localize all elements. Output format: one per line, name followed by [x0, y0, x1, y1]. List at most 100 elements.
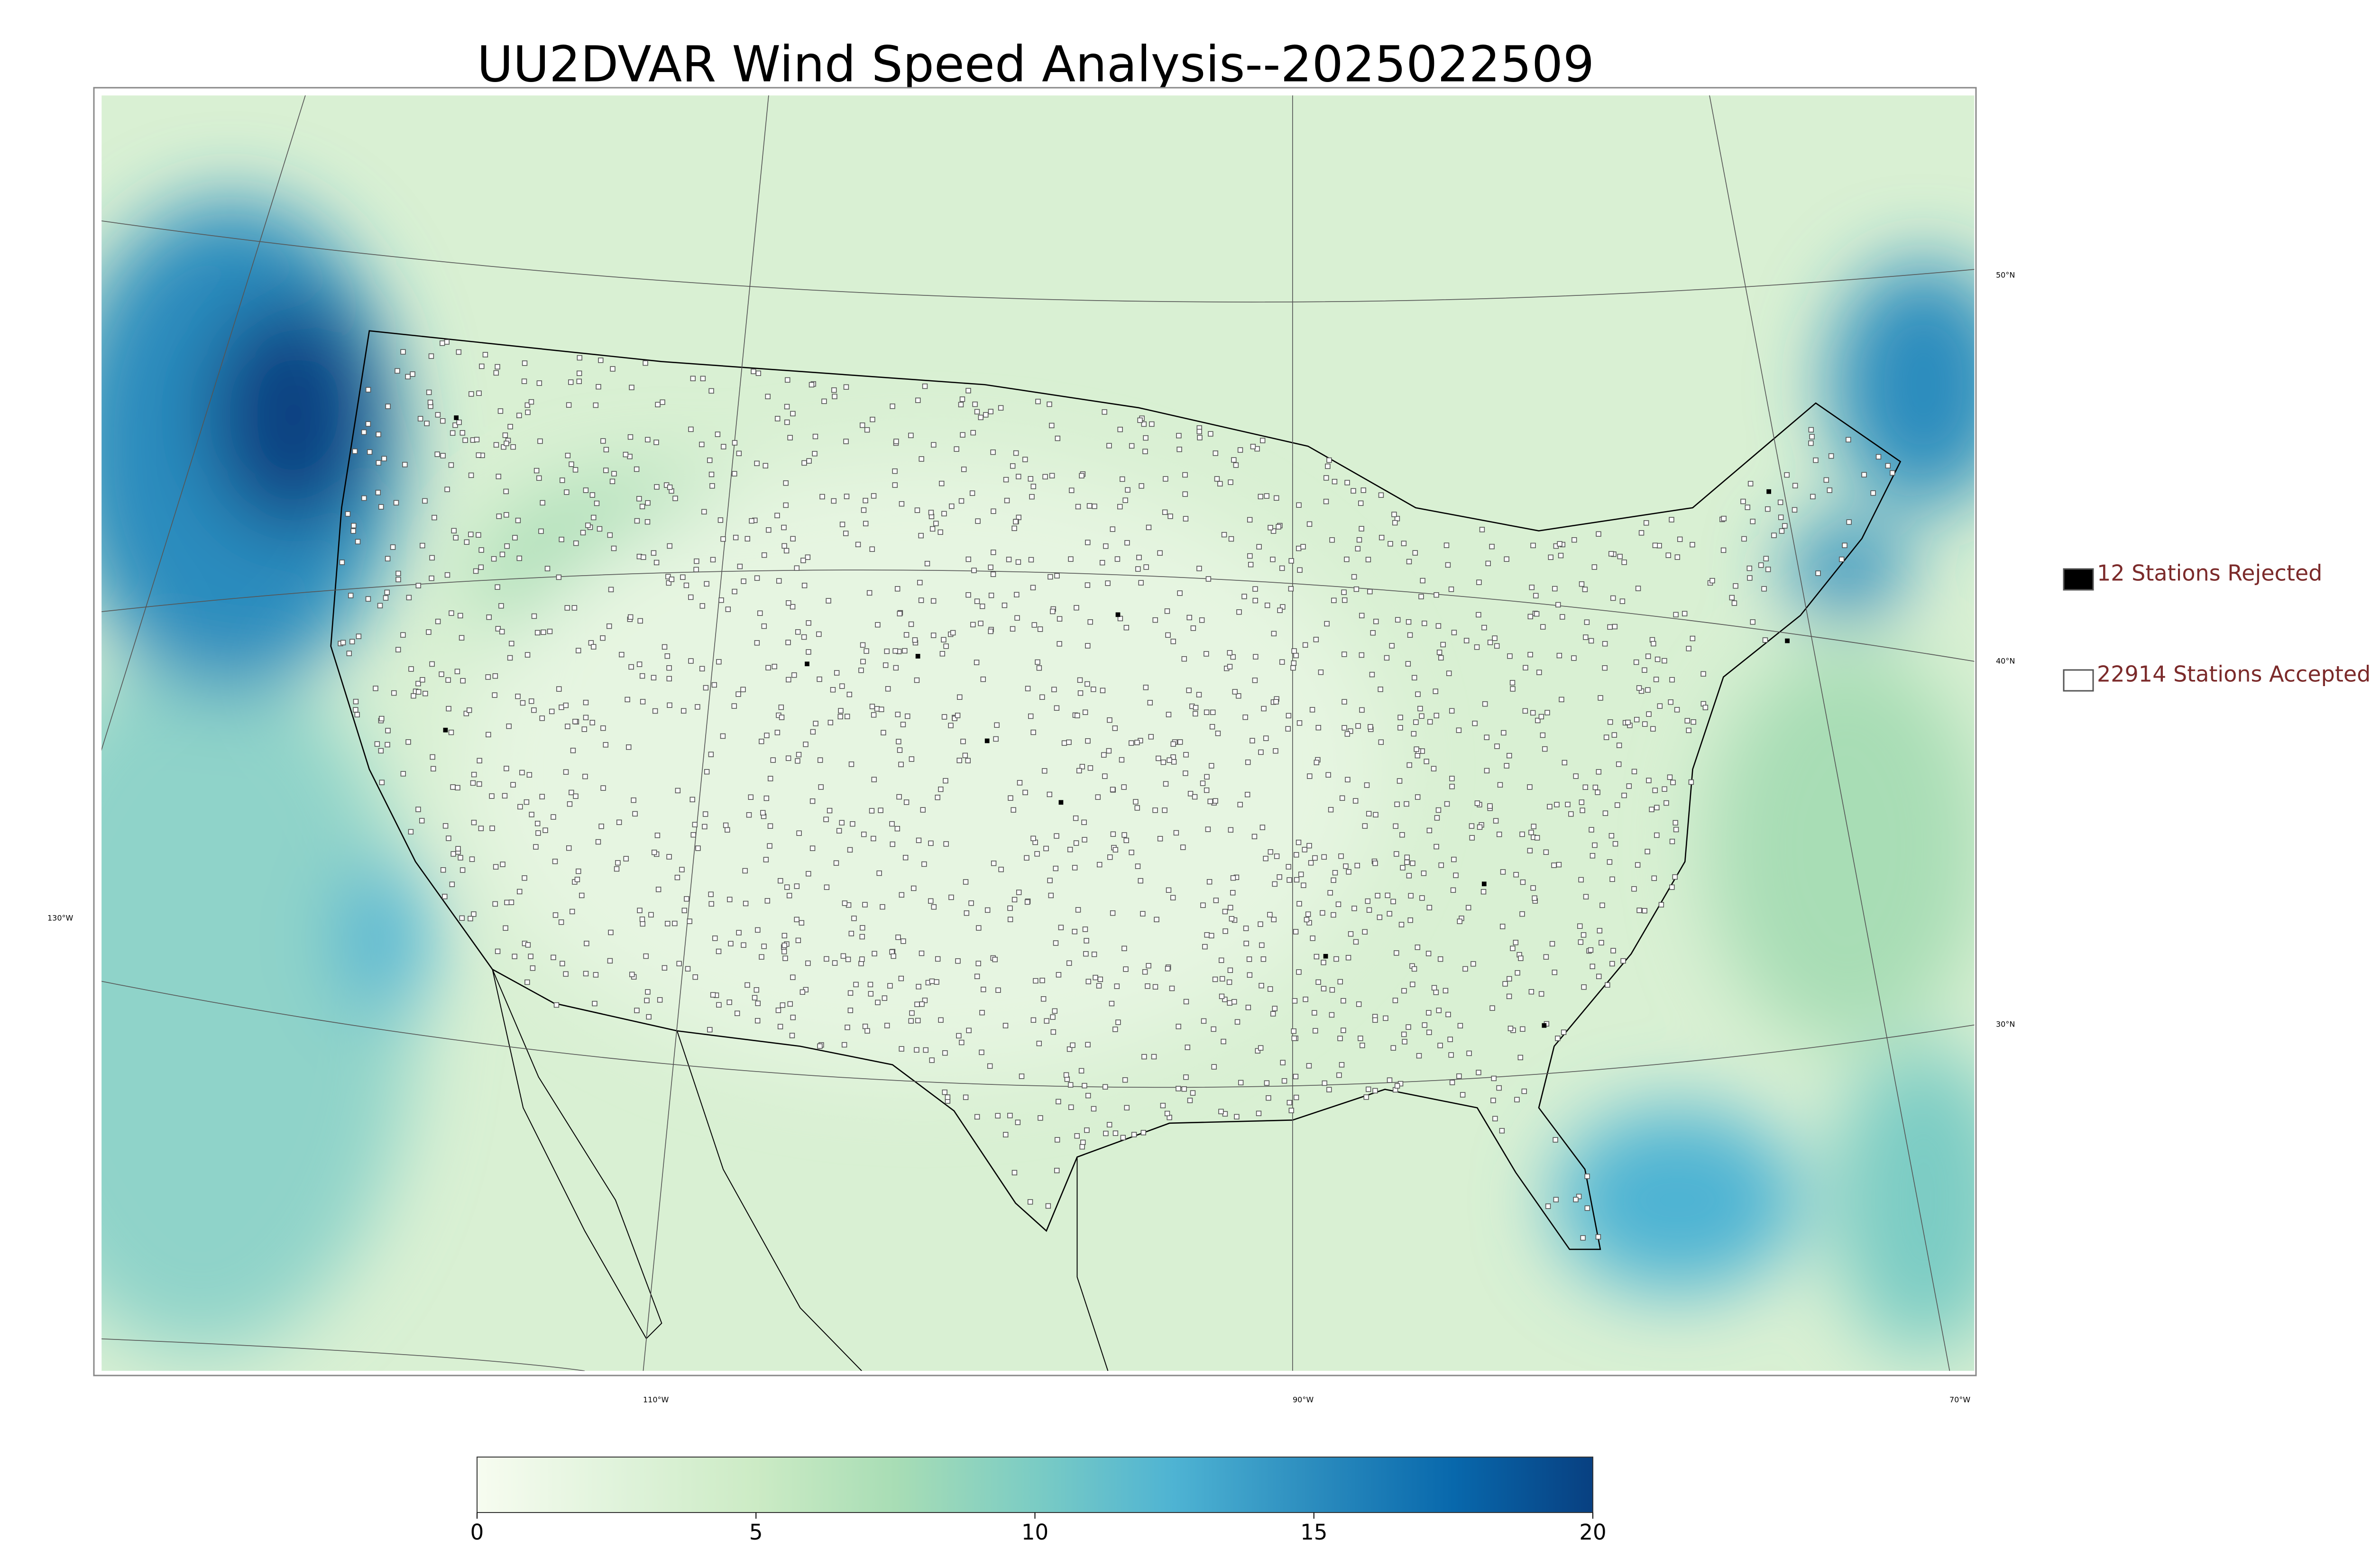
station — [1372, 861, 1378, 866]
station — [1351, 574, 1357, 580]
station — [1605, 982, 1610, 988]
station — [1885, 463, 1891, 468]
station — [794, 565, 800, 571]
station — [853, 981, 859, 988]
station — [573, 540, 579, 546]
station — [651, 550, 657, 556]
station — [1183, 770, 1188, 776]
station — [915, 397, 921, 403]
station — [790, 1015, 796, 1020]
station — [1034, 851, 1040, 857]
station — [1321, 960, 1326, 965]
station — [1792, 483, 1798, 488]
station — [1387, 1077, 1393, 1083]
station — [1472, 720, 1478, 726]
station — [1577, 923, 1583, 929]
station — [537, 438, 543, 444]
station — [1259, 942, 1265, 948]
station — [1268, 525, 1273, 531]
station — [1611, 732, 1617, 738]
station — [1245, 1005, 1251, 1010]
station — [1166, 887, 1172, 893]
station — [1050, 1029, 1056, 1035]
station — [515, 517, 521, 523]
station — [1407, 632, 1413, 638]
station — [695, 845, 701, 851]
station — [803, 742, 809, 747]
station — [1450, 887, 1456, 893]
station — [530, 965, 536, 971]
station — [1460, 1092, 1466, 1098]
station — [763, 795, 769, 801]
station — [598, 824, 604, 829]
station — [855, 541, 861, 548]
station — [1082, 709, 1088, 715]
station — [1315, 979, 1321, 985]
station — [1200, 780, 1206, 786]
station — [806, 871, 811, 877]
station — [1399, 832, 1405, 838]
station — [1260, 956, 1267, 962]
station — [711, 682, 717, 688]
station — [1176, 1086, 1181, 1091]
station — [502, 432, 508, 438]
station — [367, 449, 373, 455]
station — [1236, 609, 1242, 615]
station — [896, 739, 901, 744]
station — [1313, 1028, 1318, 1034]
station — [1750, 519, 1755, 524]
colorbar-tick-label: 5 — [749, 1520, 763, 1545]
station — [736, 450, 742, 456]
station — [385, 403, 391, 409]
station — [1771, 532, 1777, 538]
station — [943, 643, 949, 649]
station — [921, 861, 927, 867]
station — [474, 437, 480, 442]
station — [965, 592, 971, 598]
station — [826, 598, 831, 604]
station — [878, 807, 883, 813]
station — [1196, 429, 1202, 434]
station — [512, 535, 518, 541]
station — [1145, 983, 1150, 989]
station — [1066, 739, 1072, 745]
station — [1110, 831, 1116, 837]
station — [1434, 592, 1439, 598]
station — [540, 500, 545, 506]
station — [991, 508, 996, 514]
station — [1599, 902, 1605, 908]
station — [1291, 648, 1297, 654]
station — [777, 1024, 783, 1029]
station — [1462, 966, 1468, 972]
station — [641, 554, 646, 560]
station — [1092, 504, 1097, 509]
station — [1523, 665, 1528, 670]
station — [1620, 958, 1626, 964]
station — [1022, 457, 1028, 462]
station — [528, 399, 534, 405]
station — [1167, 757, 1172, 763]
station — [1568, 811, 1574, 817]
station — [743, 900, 749, 907]
station — [974, 973, 980, 979]
station — [1328, 807, 1334, 813]
station — [470, 780, 476, 786]
station — [916, 984, 921, 990]
station — [1076, 768, 1082, 774]
station — [1365, 898, 1370, 904]
station — [1691, 719, 1696, 725]
station — [1068, 1104, 1074, 1110]
station — [781, 943, 788, 948]
station — [939, 481, 945, 486]
station — [1312, 855, 1318, 861]
station — [1107, 717, 1112, 723]
station — [1143, 564, 1149, 570]
station — [1761, 586, 1767, 592]
station — [1122, 1077, 1128, 1083]
station — [928, 840, 934, 846]
station — [895, 712, 901, 717]
station — [952, 715, 957, 721]
station — [1861, 472, 1867, 477]
station — [757, 610, 763, 616]
station — [1323, 475, 1329, 481]
